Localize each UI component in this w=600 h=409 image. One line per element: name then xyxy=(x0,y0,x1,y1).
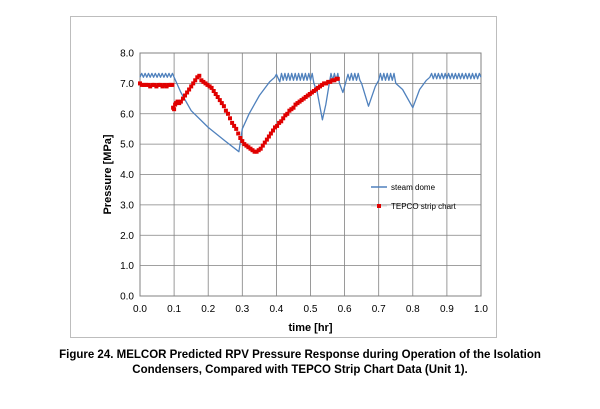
x-tick-label: 0.6 xyxy=(338,304,352,315)
data-point-tepco xyxy=(299,98,304,103)
x-tick-label: 0.3 xyxy=(235,304,249,315)
data-point-tepco xyxy=(238,136,243,140)
figure-caption: Figure 24. MELCOR Predicted RPV Pressure… xyxy=(0,348,600,378)
data-point-tepco xyxy=(152,82,157,87)
data-point-tepco xyxy=(156,82,161,87)
x-tick-labels: 0.0 0.1 0.2 0.3 0.4 0.5 0.6 0.7 0.8 0.9 1.0 xyxy=(133,304,488,315)
data-point-tepco xyxy=(266,134,271,139)
data-point-tepco xyxy=(148,84,153,89)
pressure-chart: 0.0 0.1 0.2 0.3 0.4 0.5 0.6 0.7 0.8 0.9 1.0 0.0 1.0… xyxy=(102,49,488,335)
x-tick-label: 0.8 xyxy=(406,304,420,315)
data-point-tepco xyxy=(318,84,322,89)
data-point-tepco xyxy=(285,111,290,116)
caption-line-2: Condensers, Compared with TEPCO Strip Ch… xyxy=(132,364,468,376)
data-point-tepco xyxy=(307,92,312,96)
data-point-tepco xyxy=(170,82,175,87)
data-point-tepco xyxy=(262,140,267,145)
x-tick-label: 0.2 xyxy=(201,304,215,315)
legend: steam dome TEPCO strip chart xyxy=(371,183,457,211)
data-point-tepco xyxy=(295,101,300,106)
y-tick-label: 2.0 xyxy=(120,231,134,242)
data-point-tepco xyxy=(140,82,144,87)
y-tick-label: 4.0 xyxy=(120,170,134,181)
data-point-tepco xyxy=(322,81,327,86)
data-point-tepco xyxy=(273,125,277,130)
data-point-tepco xyxy=(201,79,206,84)
data-point-tepco xyxy=(221,104,226,109)
data-point-tepco xyxy=(271,128,275,133)
x-tick-label: 0.5 xyxy=(304,304,318,315)
data-point-tepco xyxy=(189,84,194,89)
data-point-tepco xyxy=(303,95,308,99)
data-point-tepco xyxy=(209,85,214,90)
data-point-tepco xyxy=(268,131,273,136)
data-point-tepco xyxy=(144,82,149,87)
data-point-tepco xyxy=(236,131,241,136)
data-point-tepco xyxy=(275,123,280,128)
data-point-tepco xyxy=(281,116,286,121)
data-point-tepco xyxy=(254,149,259,154)
legend-swatch-tepco-strip-chart xyxy=(377,204,381,208)
data-point-tepco xyxy=(217,98,222,103)
y-tick-label: 7.0 xyxy=(120,79,134,90)
data-point-tepco xyxy=(240,139,245,144)
data-point-tepco xyxy=(234,126,239,131)
data-point-tepco xyxy=(172,107,177,112)
data-point-tepco xyxy=(335,76,340,81)
y-tick-label: 5.0 xyxy=(120,140,134,151)
data-point-tepco xyxy=(185,90,190,95)
data-point-tepco xyxy=(166,82,171,87)
data-point-tepco xyxy=(160,84,165,89)
data-point-tepco xyxy=(232,123,237,128)
data-point-tepco xyxy=(191,81,196,86)
data-point-tepco xyxy=(260,143,265,148)
data-point-tepco xyxy=(264,137,269,142)
y-tick-label: 3.0 xyxy=(120,200,134,211)
x-tick-label: 0.0 xyxy=(133,304,147,315)
data-point-tepco xyxy=(277,120,282,125)
data-point-tepco xyxy=(242,142,247,147)
data-point-tepco xyxy=(183,93,187,98)
data-point-tepco xyxy=(326,79,331,84)
x-tick-label: 0.7 xyxy=(372,304,386,315)
x-tick-label: 0.4 xyxy=(269,304,283,315)
data-point-tepco xyxy=(215,95,220,99)
data-point-tepco xyxy=(211,89,216,93)
y-tick-label: 6.0 xyxy=(120,109,134,120)
data-point-tepco xyxy=(246,145,251,150)
data-point-tepco xyxy=(279,119,284,124)
y-tick-label: 1.0 xyxy=(120,261,134,272)
data-point-tepco xyxy=(289,107,294,112)
data-point-tepco xyxy=(230,120,235,125)
data-point-tepco xyxy=(181,96,185,101)
data-point-tepco xyxy=(205,82,210,87)
data-point-tepco xyxy=(226,111,230,116)
data-point-tepco xyxy=(223,108,228,113)
data-point-tepco xyxy=(258,146,263,151)
data-point-tepco xyxy=(187,87,192,92)
legend-label-steam-dome: steam dome xyxy=(391,183,436,192)
x-axis-title: time [hr] xyxy=(289,322,333,334)
y-tick-label: 8.0 xyxy=(120,49,134,60)
data-point-tepco xyxy=(213,92,218,96)
legend-label-tepco-strip-chart: TEPCO strip chart xyxy=(391,202,457,211)
x-tick-label: 0.9 xyxy=(440,304,454,315)
caption-line-1: Figure 24. MELCOR Predicted RPV Pressure… xyxy=(59,349,541,361)
data-point-tepco xyxy=(178,99,183,104)
data-point-tepco xyxy=(228,116,232,121)
data-point-tepco xyxy=(311,89,316,93)
data-point-tepco xyxy=(291,105,296,110)
y-axis-title: Pressure [MPa] xyxy=(102,134,114,214)
series-layer xyxy=(138,72,482,154)
x-tick-label: 0.1 xyxy=(167,304,181,315)
y-tick-label: 0.0 xyxy=(120,292,134,303)
data-point-tepco xyxy=(193,78,198,83)
data-point-tepco xyxy=(330,78,335,83)
data-point-tepco xyxy=(219,101,224,106)
data-point-tepco xyxy=(197,73,202,78)
y-tick-labels: 0.0 1.0 2.0 3.0 4.0 5.0 6.0 7.0 8.0 xyxy=(120,49,134,303)
data-point-tepco xyxy=(250,148,255,153)
x-tick-label: 1.0 xyxy=(474,304,488,315)
